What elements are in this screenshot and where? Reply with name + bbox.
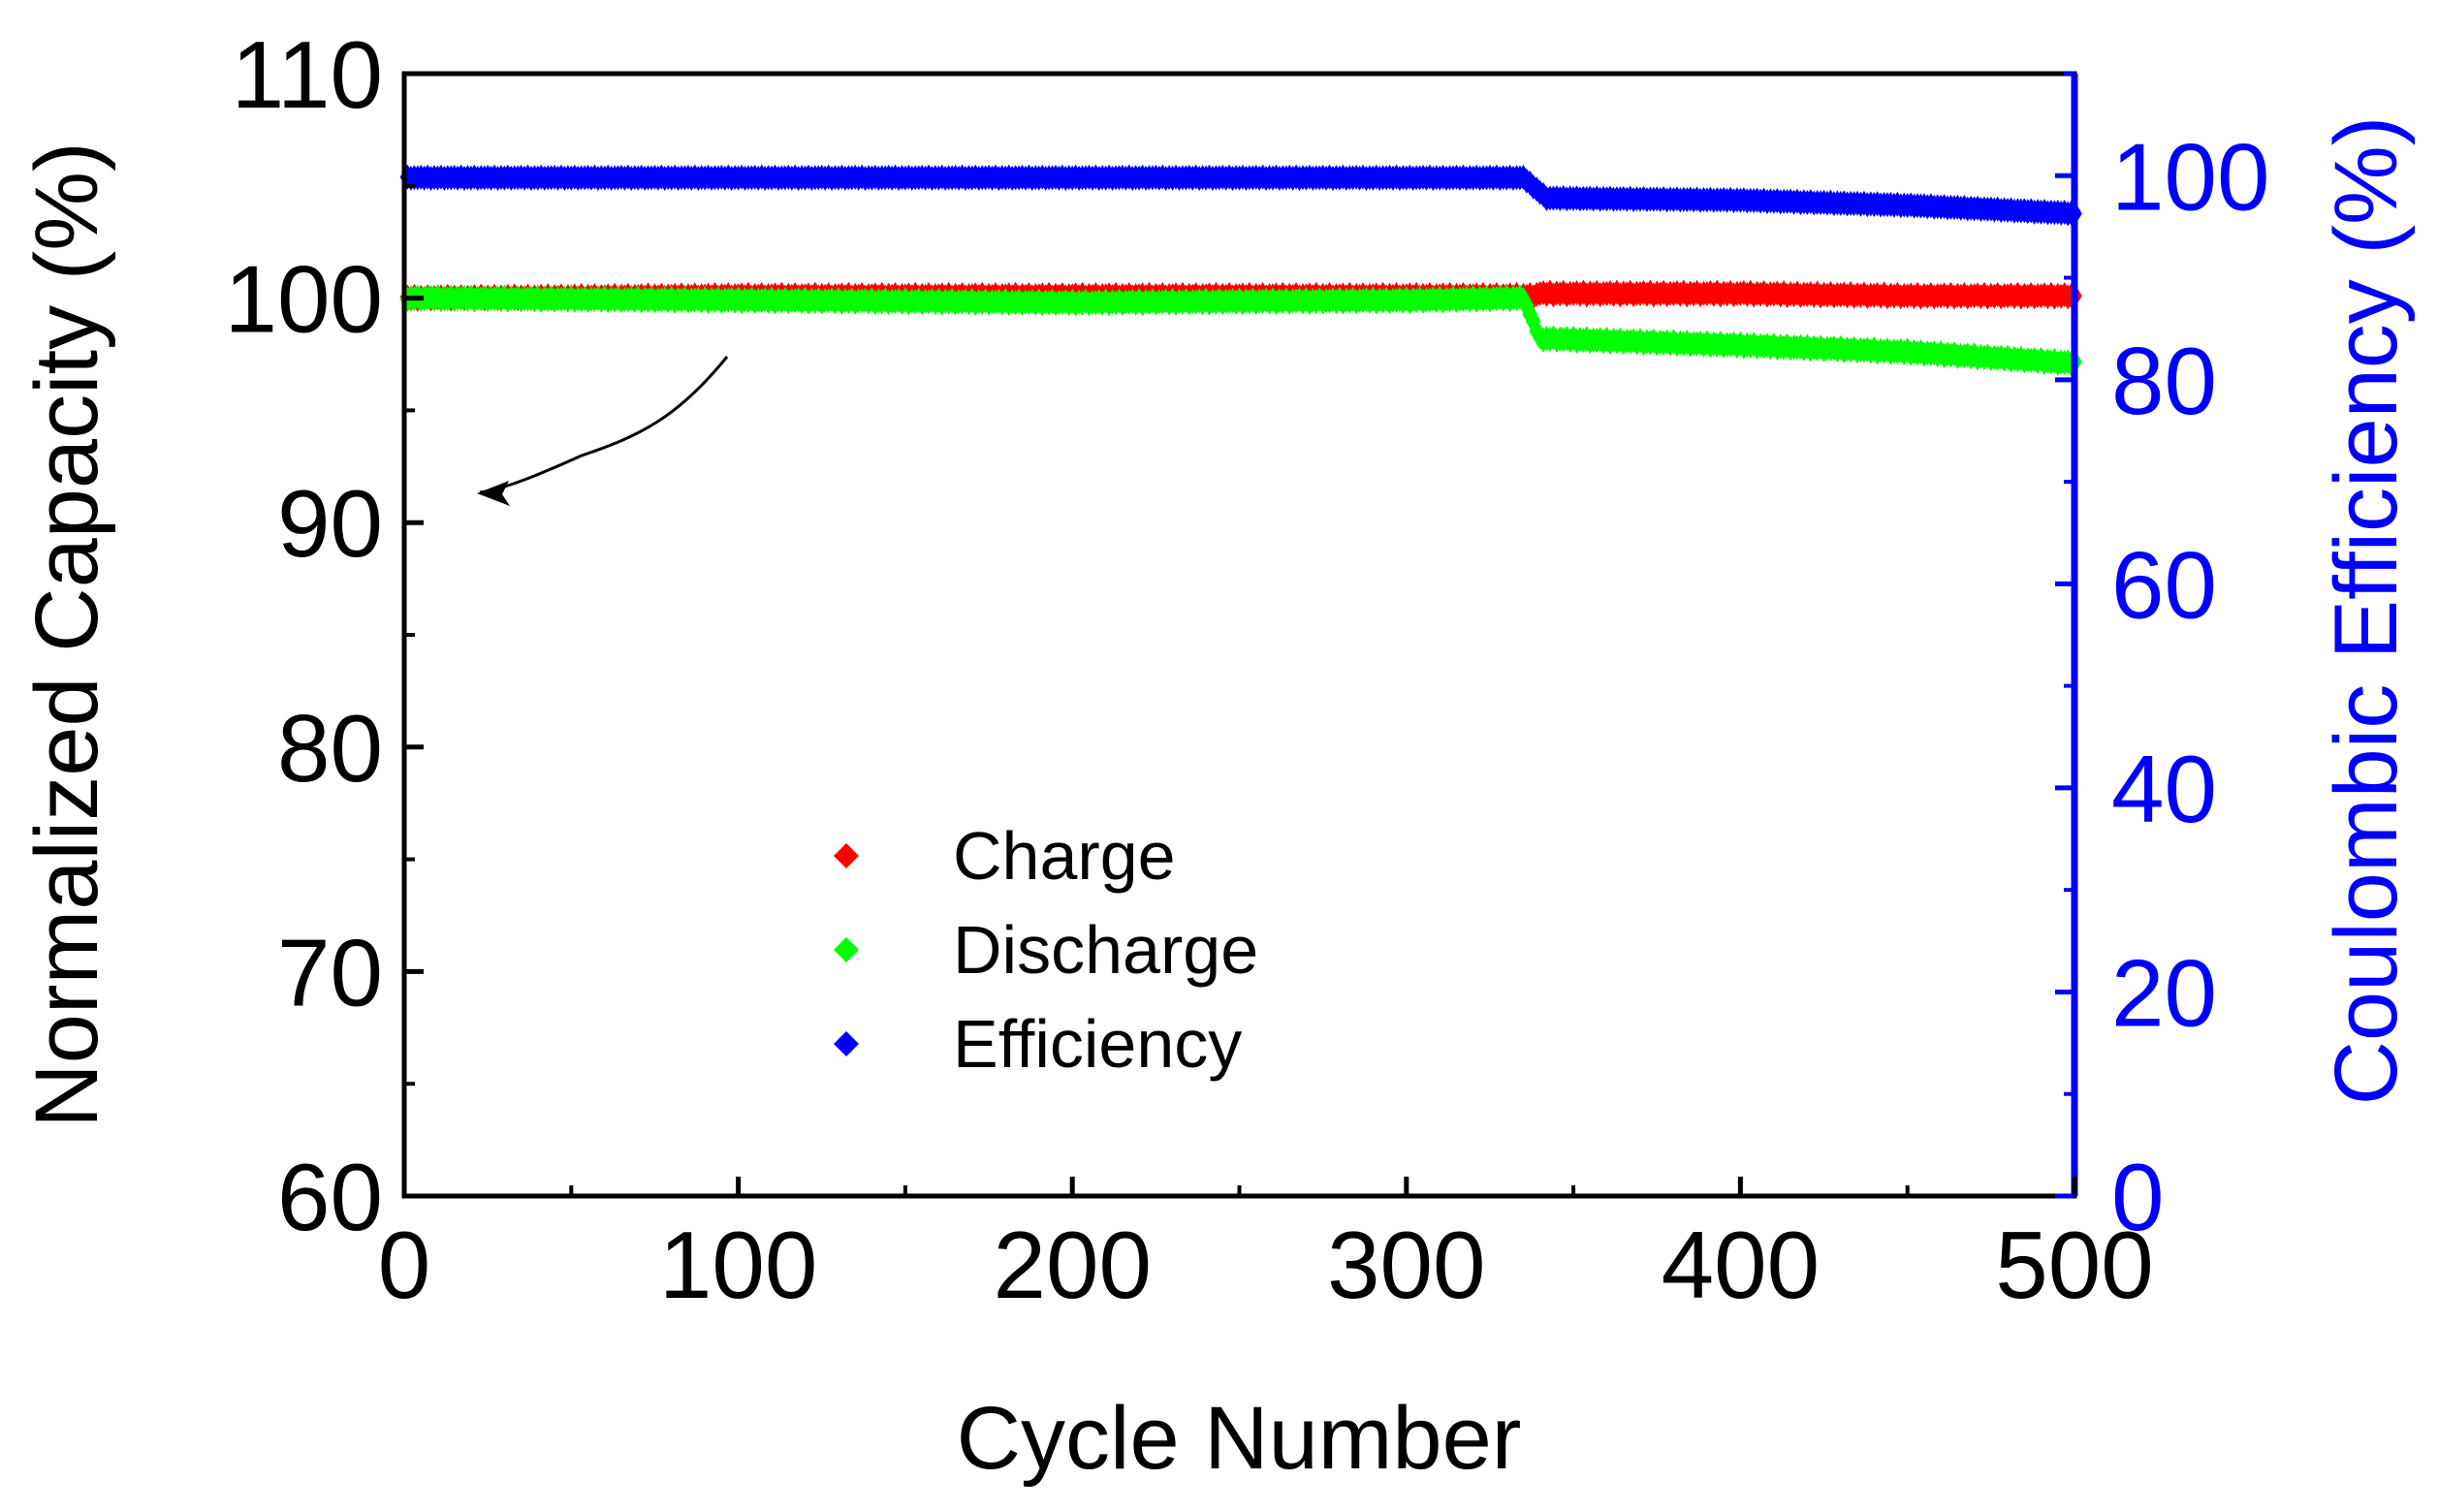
- y-tick-label: 90: [277, 470, 383, 577]
- legend: Charge Discharge Efficiency: [834, 818, 1258, 1082]
- y2-tick-label: 40: [2111, 736, 2217, 842]
- series-layer: [399, 164, 2082, 377]
- y2-tick-label: 0: [2111, 1144, 2165, 1250]
- x-tick-label: 0: [378, 1212, 431, 1318]
- y-tick-label: 70: [277, 919, 383, 1025]
- x-tick-label: 100: [659, 1212, 818, 1318]
- y2-tick-label: 100: [2111, 123, 2270, 230]
- y2-tick-label: 60: [2111, 531, 2217, 638]
- y2-tick-label: 80: [2111, 328, 2217, 434]
- tick-layer: 0 100 200 300 400 500 60 70 80 90 100 110 0 20 40 60 80 1…: [224, 21, 2269, 1318]
- x-tick-label: 300: [1327, 1212, 1486, 1318]
- y-tick-label: 60: [277, 1144, 383, 1250]
- legend-label-charge: Charge: [953, 818, 1176, 894]
- legend-marker-charge: [834, 843, 859, 868]
- y-tick-label: 100: [224, 246, 383, 353]
- legend-label-efficiency: Efficiency: [953, 1006, 1242, 1082]
- series-efficiency: [399, 164, 2082, 227]
- left-axis-title: Normalized Capacity (%): [17, 142, 116, 1127]
- annotation-arrow-curve: [479, 356, 729, 494]
- y-tick-label: 80: [277, 695, 383, 802]
- legend-marker-discharge: [834, 937, 859, 962]
- y-tick-label: 110: [232, 21, 383, 128]
- x-tick-label: 400: [1662, 1212, 1821, 1318]
- series-discharge: [399, 284, 2082, 377]
- legend-item-charge: Charge: [834, 818, 1176, 894]
- legend-label-discharge: Discharge: [953, 912, 1258, 988]
- legend-item-discharge: Discharge: [834, 912, 1258, 988]
- legend-marker-efficiency: [834, 1031, 859, 1056]
- right-axis-title: Coulombic Efficiency (%): [2317, 116, 2416, 1106]
- x-tick-label: 500: [1995, 1212, 2154, 1318]
- legend-item-efficiency: Efficiency: [834, 1006, 1242, 1082]
- x-axis-title: Cycle Number: [957, 1389, 1522, 1488]
- x-tick-label: 200: [993, 1212, 1152, 1318]
- y2-tick-label: 20: [2111, 939, 2217, 1046]
- annotation-arrow-head: [477, 481, 510, 506]
